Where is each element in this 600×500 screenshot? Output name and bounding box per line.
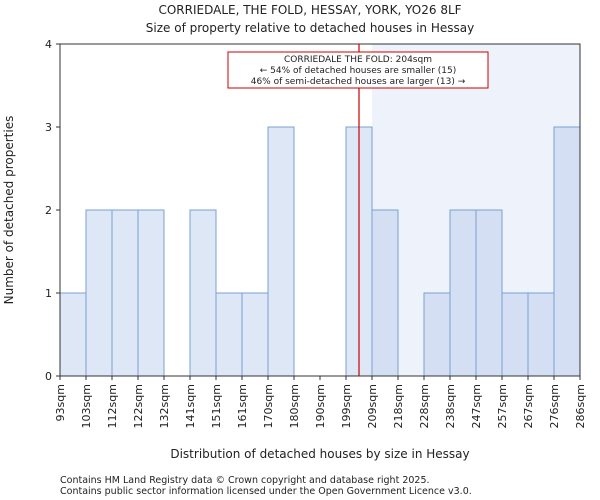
x-tick-label: 170sqm — [262, 384, 275, 428]
y-tick-label: 4 — [45, 38, 52, 51]
x-tick-label: 199sqm — [340, 384, 353, 428]
histogram-bar — [371, 209, 399, 377]
y-tick-label: 2 — [45, 204, 52, 217]
histogram-bar — [215, 292, 243, 377]
annotation-box: CORRIEDALE THE FOLD: 204sqm ← 54% of det… — [227, 51, 489, 89]
x-tick-label: 276sqm — [548, 384, 561, 428]
x-tick-label: 286sqm — [574, 384, 587, 428]
histogram-bar — [85, 209, 113, 377]
histogram-bar — [111, 209, 139, 377]
histogram-bar — [59, 292, 87, 377]
x-tick-label: 141sqm — [184, 384, 197, 428]
histogram-bar — [475, 209, 503, 377]
x-tick-label: 257sqm — [496, 384, 509, 428]
x-tick-label: 112sqm — [106, 384, 119, 428]
x-tick-label: 228sqm — [418, 384, 431, 428]
y-tick-label: 3 — [45, 121, 52, 134]
histogram-bar — [527, 292, 555, 377]
histogram-bar — [137, 209, 165, 377]
x-tick-label: 122sqm — [132, 384, 145, 428]
x-tick-label: 103sqm — [80, 384, 93, 428]
histogram-bar — [449, 209, 477, 377]
histogram-bar — [267, 126, 295, 377]
histogram-bar — [189, 209, 217, 377]
y-axis-label: Number of detached properties — [2, 116, 16, 305]
footer-line-2: Contains public sector information licen… — [60, 486, 472, 497]
x-tick-label: 151sqm — [210, 384, 223, 428]
annotation-line-3: 46% of semi-detached houses are larger (… — [251, 77, 466, 87]
histogram-bar — [553, 126, 581, 377]
x-tick-label: 267sqm — [522, 384, 535, 428]
x-tick-label: 93sqm — [54, 384, 67, 421]
x-tick-label: 247sqm — [470, 384, 483, 428]
chart-subtitle: Size of property relative to detached ho… — [146, 21, 474, 35]
y-tick-label: 1 — [45, 287, 52, 300]
x-tick-label: 161sqm — [236, 384, 249, 428]
annotation-line-1: CORRIEDALE THE FOLD: 204sqm — [284, 55, 432, 65]
y-tick-label: 0 — [45, 370, 52, 383]
x-tick-label: 238sqm — [444, 384, 457, 428]
x-tick-label: 209sqm — [366, 384, 379, 428]
histogram-bar — [423, 292, 451, 377]
histogram-bar — [501, 292, 529, 377]
x-tick-label: 180sqm — [288, 384, 301, 428]
footer-line-1: Contains HM Land Registry data © Crown c… — [60, 475, 430, 486]
histogram-bar — [241, 292, 269, 377]
annotation-line-2: ← 54% of detached houses are smaller (15… — [260, 66, 457, 76]
x-tick-label: 218sqm — [392, 384, 405, 428]
x-tick-label: 190sqm — [314, 384, 327, 428]
x-axis-label: Distribution of detached houses by size … — [170, 447, 469, 461]
chart-title: CORRIEDALE, THE FOLD, HESSAY, YORK, YO26… — [158, 3, 461, 17]
x-tick-label: 132sqm — [158, 384, 171, 428]
